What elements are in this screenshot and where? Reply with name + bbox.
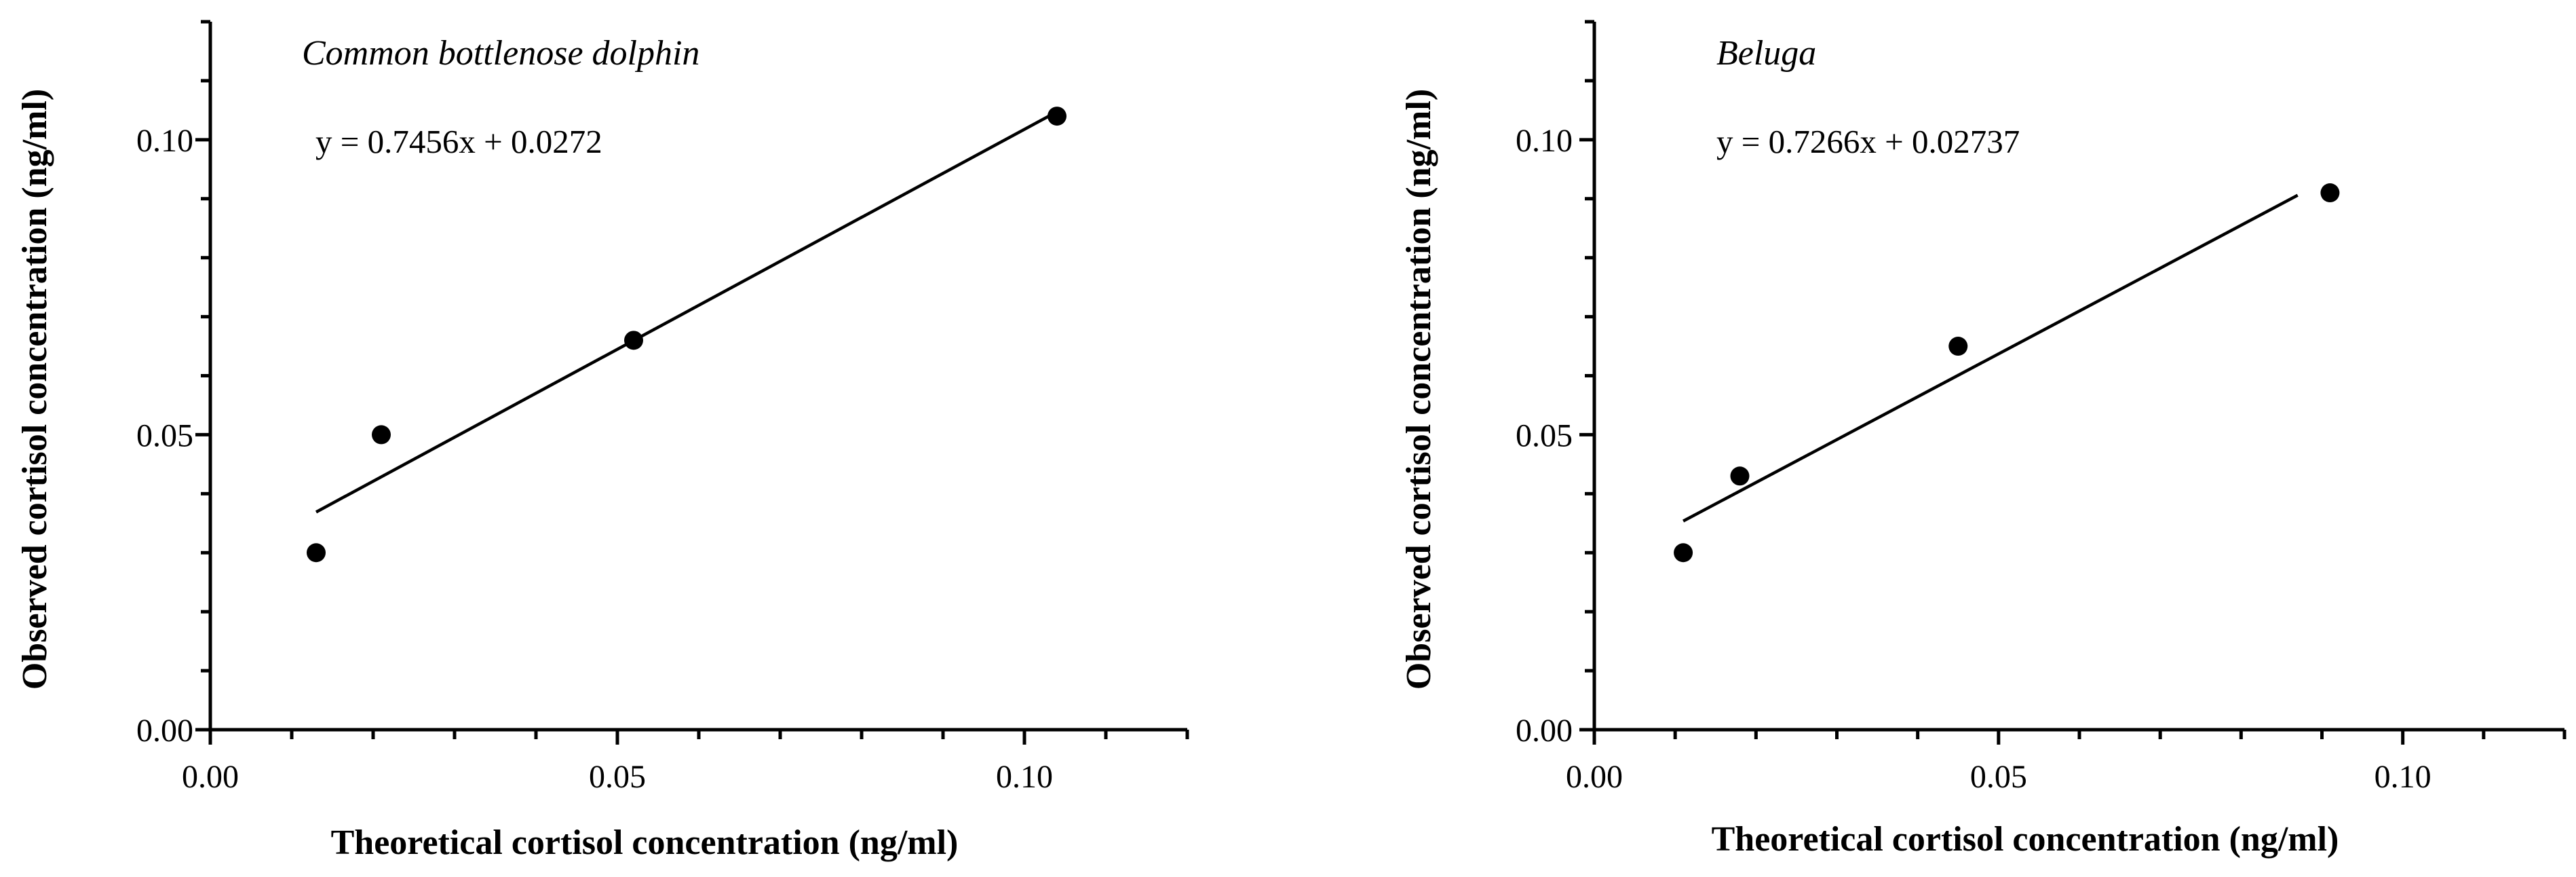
chart-1-regression-equation: y = 0.7456x + 0.0272	[315, 123, 602, 160]
chart-2-data-point-1	[1674, 543, 1693, 563]
chart-2-regression-equation: y = 0.7266x + 0.02737	[1716, 123, 2020, 160]
chart-1-title: Common bottlenose dolphin	[302, 34, 699, 73]
chart-1-data-point-2	[372, 425, 391, 445]
chart-2-data-point-4	[2320, 183, 2340, 203]
chart-2-x-tick-label: 0.10	[2375, 759, 2431, 795]
chart-2-data-point-2	[1730, 466, 1750, 486]
chart-1-x-tick-label: 0.05	[589, 759, 646, 795]
chart-2-x-axis-label: Theoretical cortisol concentration (ng/m…	[1712, 820, 2339, 859]
chart-1-x-tick-label: 0.10	[996, 759, 1053, 795]
chart-1-panel: 0.00 0.05 0.10 0.00 0.05 0.10 Theoretical cort…	[16, 20, 1189, 862]
chart-2-regression-line	[1683, 193, 2299, 523]
chart-1-x-tick-label: 0.00	[182, 759, 239, 795]
chart-1-y-tick-label: 0.05	[136, 417, 193, 453]
chart-2-y-tick-label: 0.10	[1516, 123, 1573, 159]
chart-2-y-tick-label: 0.00	[1516, 713, 1573, 749]
chart-1-data-point-4	[1047, 107, 1066, 126]
chart-1-x-axis-label: Theoretical cortisol concentration (ng/m…	[331, 823, 959, 862]
chart-1-data-point-3	[624, 331, 643, 350]
chart-1-data-point-1	[307, 543, 326, 563]
chart-1-y-axis-label: Observed cortisol concentration (ng/ml)	[16, 89, 54, 690]
chart-2-title: Beluga	[1716, 34, 1816, 73]
chart-2-x-tick-label: 0.00	[1566, 759, 1623, 795]
chart-1-y-tick-label: 0.00	[136, 713, 193, 749]
chart-2-data-point-3	[1948, 337, 1968, 356]
chart-2-panel: 0.00 0.05 0.10 0.00 0.05 0.10 Theoretical cort…	[1400, 20, 2567, 859]
chart-1-y-tick-label: 0.10	[136, 123, 193, 159]
chart-2-x-tick-label: 0.05	[1970, 759, 2027, 795]
chart-2-y-tick-label: 0.05	[1516, 417, 1573, 453]
chart-1-regression-line	[315, 110, 1058, 514]
chart-2-y-axis-label: Observed cortisol concentration (ng/ml)	[1400, 89, 1438, 690]
